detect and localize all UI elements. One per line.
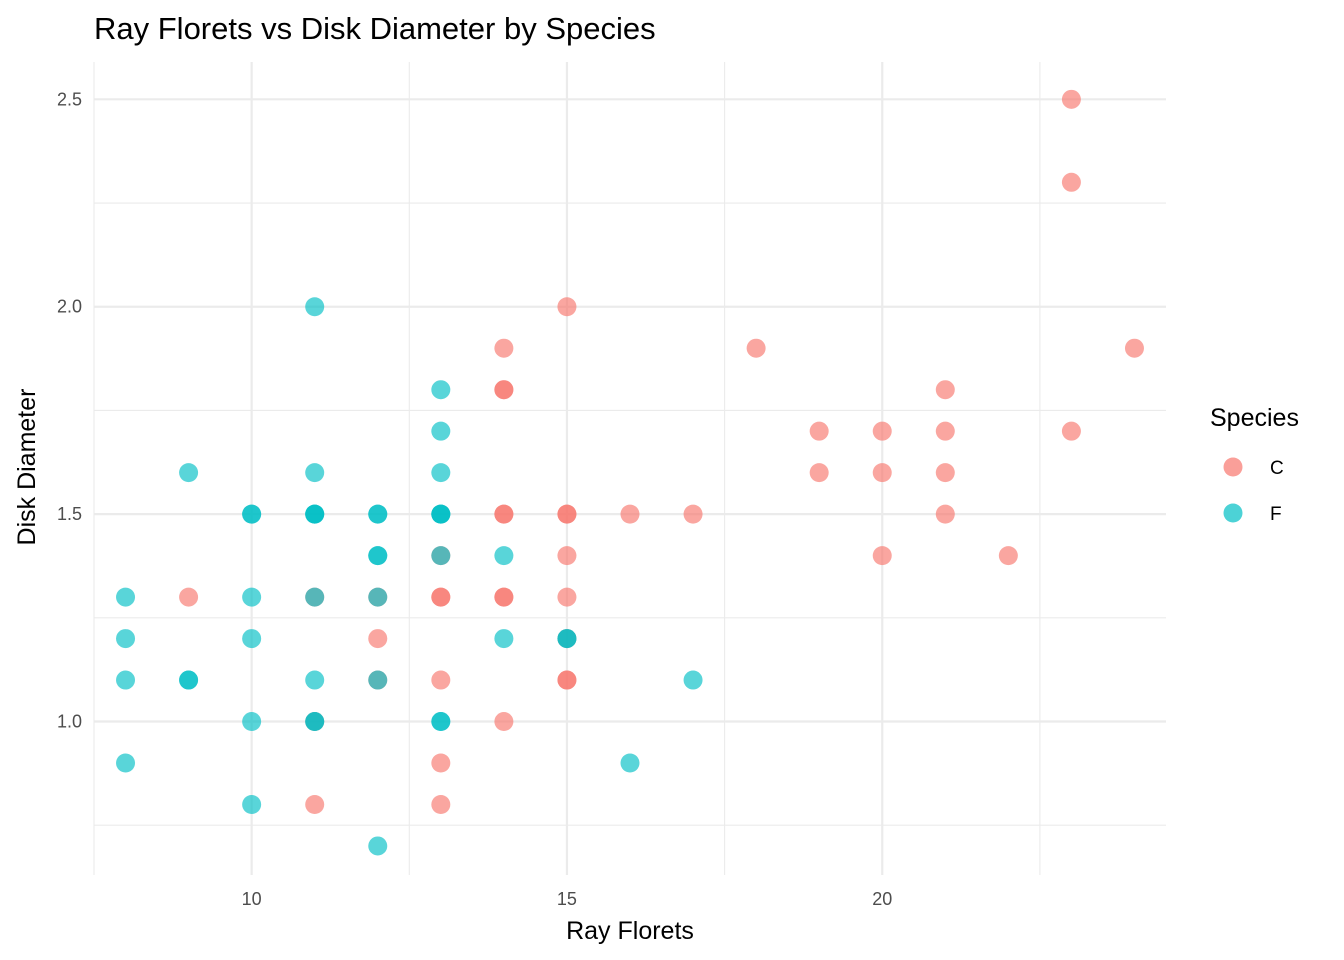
data-point-c [557, 587, 577, 607]
data-point-c [494, 712, 514, 732]
data-point-c [809, 463, 829, 483]
data-point-f [431, 380, 451, 400]
data-points [116, 89, 1144, 856]
data-point-c [431, 794, 451, 814]
data-point-f [242, 504, 262, 524]
data-point-f [494, 629, 514, 649]
data-point-c [935, 504, 955, 524]
data-point-f [368, 546, 388, 566]
data-point-f [305, 712, 325, 732]
legend: Species C F [1210, 404, 1299, 525]
data-point-c [431, 587, 451, 607]
data-point-f [368, 836, 388, 856]
data-point-f [494, 546, 514, 566]
data-point-c [179, 587, 199, 607]
data-point-f [242, 629, 262, 649]
data-point-f [116, 629, 136, 649]
minor-gridlines [93, 62, 1166, 875]
data-point-f [368, 587, 388, 607]
data-point-c [557, 546, 577, 566]
data-point-c [935, 380, 955, 400]
data-point-c [1061, 89, 1081, 109]
major-gridlines [94, 62, 1166, 875]
data-point-f [305, 670, 325, 690]
data-point-f [305, 463, 325, 483]
data-point-c [431, 670, 451, 690]
data-point-f [305, 297, 325, 317]
y-tick-label: 2.0 [57, 297, 82, 317]
data-point-c [1061, 172, 1081, 192]
data-point-c [1124, 338, 1144, 358]
data-point-c [683, 504, 703, 524]
data-point-f [431, 712, 451, 732]
data-point-c [557, 297, 577, 317]
x-tick-label: 15 [557, 889, 577, 909]
data-point-f [116, 753, 136, 773]
x-axis-ticks: 10 15 20 [242, 889, 893, 909]
data-point-f [179, 463, 199, 483]
data-point-f [368, 670, 388, 690]
legend-key-f [1223, 503, 1243, 523]
legend-label-c: C [1270, 458, 1284, 479]
data-point-c [872, 463, 892, 483]
data-point-f [557, 629, 577, 649]
data-point-f [305, 504, 325, 524]
data-point-c [557, 504, 577, 524]
x-tick-label: 10 [242, 889, 262, 909]
data-point-c [431, 753, 451, 773]
data-point-f [683, 670, 703, 690]
data-point-f [242, 712, 262, 732]
data-point-c [305, 794, 325, 814]
data-point-c [998, 546, 1018, 566]
data-point-c [494, 338, 514, 358]
data-point-c [809, 421, 829, 441]
data-point-f [242, 587, 262, 607]
data-point-c [557, 670, 577, 690]
chart-title: Ray Florets vs Disk Diameter by Species [94, 11, 656, 46]
data-point-f [116, 670, 136, 690]
data-point-f [431, 504, 451, 524]
y-tick-label: 2.5 [57, 89, 82, 109]
data-point-f [116, 587, 136, 607]
data-point-c [494, 380, 514, 400]
y-axis-ticks: 1.0 1.5 2.0 2.5 [57, 89, 82, 731]
x-axis-title: Ray Florets [566, 917, 694, 945]
data-point-c [368, 629, 388, 649]
data-point-c [872, 421, 892, 441]
y-tick-label: 1.0 [57, 712, 82, 732]
data-point-c [872, 546, 892, 566]
data-point-f [242, 794, 262, 814]
data-point-c [935, 421, 955, 441]
data-point-c [935, 463, 955, 483]
data-point-f [431, 546, 451, 566]
x-tick-label: 20 [872, 889, 892, 909]
data-point-f [179, 670, 199, 690]
y-axis-title: Disk Diameter [13, 389, 41, 546]
legend-label-f: F [1270, 504, 1282, 525]
data-point-c [620, 504, 640, 524]
legend-key-c [1223, 457, 1243, 477]
data-point-c [1061, 421, 1081, 441]
data-point-c [746, 338, 766, 358]
legend-title: Species [1210, 404, 1299, 432]
data-point-f [431, 421, 451, 441]
data-point-f [620, 753, 640, 773]
data-point-f [431, 463, 451, 483]
data-point-f [368, 504, 388, 524]
data-point-f [305, 587, 325, 607]
data-point-c [494, 587, 514, 607]
y-tick-label: 1.5 [57, 504, 82, 524]
data-point-c [494, 504, 514, 524]
